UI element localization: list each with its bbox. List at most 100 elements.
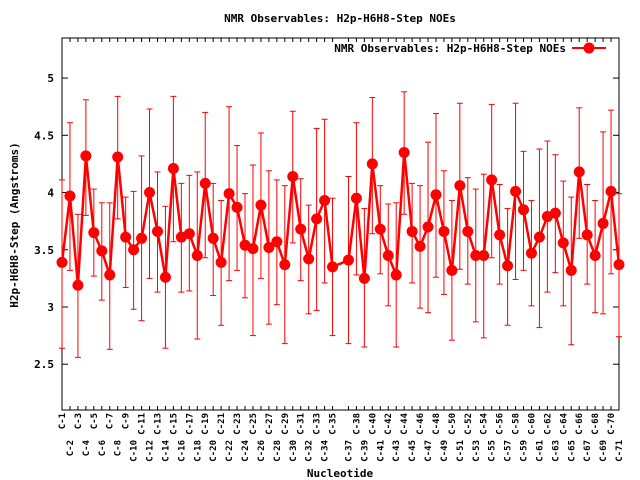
- y-tick-label: 5: [47, 72, 54, 85]
- x-tick-label: C-68: [591, 413, 601, 435]
- x-tick-label: C-27: [265, 413, 275, 435]
- x-tick-label: C-62: [543, 413, 553, 435]
- data-point: [311, 213, 323, 225]
- data-point: [422, 221, 434, 233]
- x-tick-label: C-67: [583, 440, 593, 462]
- x-tick-label: C-56: [496, 413, 506, 435]
- x-tick-label: C-50: [448, 413, 458, 435]
- data-point: [589, 249, 601, 261]
- series-line: [60, 152, 621, 286]
- data-point: [271, 236, 283, 248]
- x-tick-label: C-49: [440, 440, 450, 462]
- x-tick-label: C-28: [273, 440, 283, 462]
- x-tick-label: C-20: [209, 440, 219, 462]
- data-point: [533, 231, 545, 243]
- data-point: [183, 228, 195, 240]
- data-point: [327, 261, 339, 273]
- data-point: [382, 249, 394, 261]
- x-tick-label: C-66: [575, 413, 585, 435]
- x-tick-label: C-38: [352, 413, 362, 435]
- data-point: [303, 253, 315, 265]
- data-point: [96, 245, 108, 257]
- data-point: [151, 225, 163, 237]
- x-tick-label: C-5: [90, 413, 100, 429]
- data-point: [462, 225, 474, 237]
- x-tick-label: C-21: [217, 413, 227, 435]
- x-tick-label: C-70: [607, 413, 617, 435]
- data-point: [263, 241, 275, 253]
- data-point: [494, 229, 506, 241]
- data-point: [159, 271, 171, 283]
- x-tick-label: C-18: [193, 440, 203, 462]
- x-tick-label: C-59: [520, 440, 530, 462]
- data-point: [231, 201, 243, 213]
- y-tick-label: 3: [47, 301, 54, 314]
- x-tick-label: C-61: [535, 440, 545, 462]
- data-point: [406, 225, 418, 237]
- data-point: [279, 259, 291, 271]
- x-tick-label: C-55: [488, 440, 498, 462]
- x-tick-label: C-34: [321, 439, 331, 461]
- x-tick-label: C-15: [169, 413, 179, 435]
- y-tick-label: 4: [47, 187, 54, 200]
- x-tick-label: C-1: [58, 413, 68, 429]
- x-tick-label: C-23: [233, 413, 243, 435]
- data-point: [120, 231, 132, 243]
- x-tick-label: C-42: [384, 413, 394, 435]
- x-tick-label: C-31: [297, 413, 307, 435]
- data-point: [207, 232, 219, 244]
- data-point: [438, 225, 450, 237]
- x-tick-label: C-44: [400, 412, 410, 434]
- data-point: [56, 256, 68, 268]
- data-point: [486, 174, 498, 186]
- data-point: [597, 217, 609, 229]
- data-point: [414, 240, 426, 252]
- x-tick-label: C-32: [305, 440, 315, 462]
- data-point: [390, 269, 402, 281]
- x-tick-label: C-46: [416, 413, 426, 435]
- x-tick-label: C-47: [424, 440, 434, 462]
- x-tick-label: C-33: [313, 413, 323, 435]
- x-tick-label: C-69: [599, 440, 609, 462]
- data-point: [557, 237, 569, 249]
- x-tick-label: C-2: [66, 440, 76, 456]
- data-point: [342, 254, 354, 266]
- data-point: [358, 272, 370, 284]
- x-tick-label: C-29: [281, 413, 291, 435]
- x-tick-label: C-19: [201, 413, 211, 435]
- x-tick-label: C-60: [528, 413, 538, 435]
- data-point: [478, 249, 490, 261]
- data-point: [136, 232, 148, 244]
- x-tick-label: C-43: [392, 440, 402, 462]
- x-tick-label: C-3: [74, 413, 84, 429]
- data-point: [613, 259, 625, 271]
- x-tick-label: C-10: [130, 440, 140, 462]
- x-tick-label: C-51: [456, 440, 466, 462]
- x-tick-label: C-26: [257, 440, 267, 462]
- x-tick-label: C-71: [615, 440, 625, 462]
- x-tick-label: C-41: [376, 440, 386, 462]
- data-point: [64, 190, 76, 202]
- x-tick-label: C-6: [98, 440, 108, 456]
- chart-title: NMR Observables: H2p-H6H8-Step NOEs: [224, 12, 456, 25]
- x-tick-label: C-37: [345, 440, 355, 462]
- x-tick-label: C-54: [480, 412, 490, 434]
- x-tick-label: C-12: [146, 440, 156, 462]
- x-tick-label: C-63: [551, 440, 561, 462]
- x-tick-label: C-48: [432, 413, 442, 435]
- data-point: [215, 256, 227, 268]
- x-tick-label: C-8: [114, 440, 124, 456]
- legend-marker: [583, 42, 595, 54]
- data-point: [88, 227, 100, 239]
- data-point: [454, 180, 466, 192]
- x-tick-label: C-11: [138, 413, 148, 435]
- x-tick-label: C-40: [368, 413, 378, 435]
- data-point: [502, 260, 514, 272]
- y-tick-label: 4.5: [34, 129, 54, 142]
- x-tick-label: C-9: [122, 413, 132, 429]
- x-tick-label: C-4: [82, 439, 92, 456]
- x-tick-label: C-22: [225, 440, 235, 462]
- x-tick-label: C-17: [185, 413, 195, 435]
- data-point: [72, 279, 84, 291]
- data-point: [549, 207, 561, 219]
